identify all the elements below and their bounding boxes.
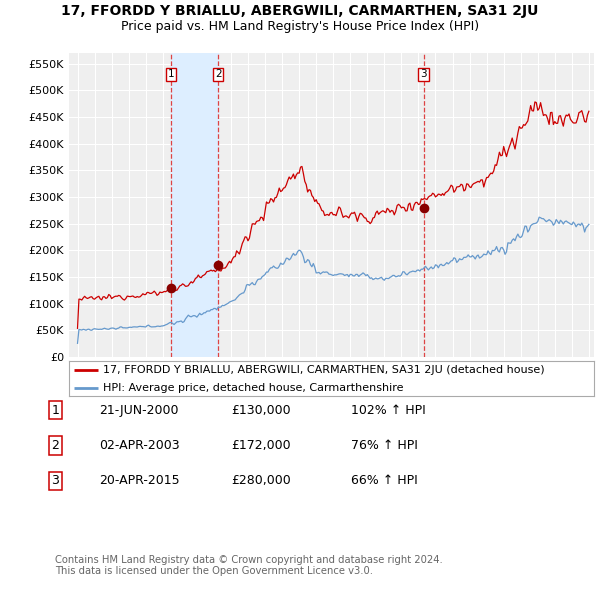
- Text: £130,000: £130,000: [231, 404, 290, 417]
- Text: 21-JUN-2000: 21-JUN-2000: [99, 404, 179, 417]
- Text: £172,000: £172,000: [231, 439, 290, 452]
- Text: 66% ↑ HPI: 66% ↑ HPI: [351, 474, 418, 487]
- Text: 17, FFORDD Y BRIALLU, ABERGWILI, CARMARTHEN, SA31 2JU (detached house): 17, FFORDD Y BRIALLU, ABERGWILI, CARMART…: [103, 365, 545, 375]
- Text: HPI: Average price, detached house, Carmarthenshire: HPI: Average price, detached house, Carm…: [103, 383, 404, 392]
- Text: 76% ↑ HPI: 76% ↑ HPI: [351, 439, 418, 452]
- Text: 02-APR-2003: 02-APR-2003: [99, 439, 179, 452]
- Text: £280,000: £280,000: [231, 474, 291, 487]
- Text: 3: 3: [420, 70, 427, 80]
- Text: 2: 2: [215, 70, 221, 80]
- Text: Price paid vs. HM Land Registry's House Price Index (HPI): Price paid vs. HM Land Registry's House …: [121, 20, 479, 33]
- Text: 1: 1: [51, 404, 59, 417]
- Bar: [171, 53, 218, 357]
- Text: 1: 1: [167, 70, 174, 80]
- Text: 3: 3: [51, 474, 59, 487]
- Text: 2: 2: [51, 439, 59, 452]
- Text: 20-APR-2015: 20-APR-2015: [99, 474, 179, 487]
- Text: Contains HM Land Registry data © Crown copyright and database right 2024.
This d: Contains HM Land Registry data © Crown c…: [55, 555, 443, 576]
- Text: 17, FFORDD Y BRIALLU, ABERGWILI, CARMARTHEN, SA31 2JU: 17, FFORDD Y BRIALLU, ABERGWILI, CARMART…: [61, 4, 539, 18]
- Text: 102% ↑ HPI: 102% ↑ HPI: [351, 404, 426, 417]
